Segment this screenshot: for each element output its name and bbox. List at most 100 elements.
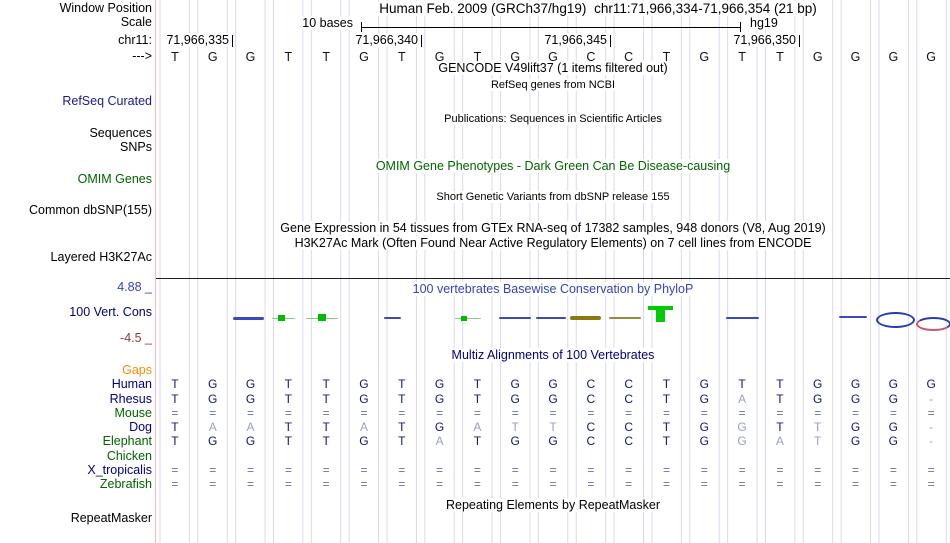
alignment-base: =	[549, 477, 557, 491]
alignment-base: =	[587, 405, 595, 420]
alignment-base: T	[776, 391, 784, 406]
alignment-row-human[interactable]: Human T G G T T G T G T G G C C T G T T G G G G	[0, 377, 950, 391]
track-label-common-dbsnp[interactable]: Common dbSNP(155)	[29, 203, 152, 217]
track-label-layered-h3k27ac[interactable]: Layered H3K27Ac	[50, 250, 152, 264]
alignment-base: =	[662, 477, 670, 491]
alignment-base: =	[360, 477, 368, 491]
species-label[interactable]: Chicken	[106, 448, 152, 463]
track-label-sequences[interactable]: Sequences	[89, 126, 152, 140]
alignment-base: =	[852, 462, 860, 477]
alignment-base: G	[359, 434, 369, 449]
alignment-cells: = = = = = = = = = = = = = = = = = = = = =	[156, 406, 950, 420]
track-title-repeatmasker[interactable]: Repeating Elements by RepeatMasker	[156, 498, 950, 512]
conservation-mark-square	[461, 316, 467, 321]
track-title-multiz[interactable]: Multiz Alignments of 100 Vertebrates	[156, 348, 950, 362]
alignment-base: =	[738, 462, 746, 477]
alignment-base: T	[398, 377, 406, 392]
strand-arrow-label[interactable]: --->	[132, 49, 152, 63]
alignment-base: =	[738, 477, 746, 491]
alignment-base: T	[473, 377, 482, 392]
alignment-base: T	[322, 420, 330, 434]
alignment-base: =	[473, 405, 481, 420]
reference-base: G	[850, 50, 861, 64]
alignment-base: G	[510, 377, 520, 392]
alignment-row-chicken[interactable]: Chicken	[0, 449, 950, 463]
coordinate-label: 71,966,335	[165, 33, 230, 47]
conservation-mark-dash	[455, 318, 481, 319]
alignment-base: T	[284, 391, 293, 406]
reference-base: T	[284, 50, 293, 64]
alignment-base: =	[587, 477, 595, 491]
alignment-row-gaps[interactable]: Gaps	[0, 363, 950, 377]
multiz-alignment-rows: Gaps Human T G G T T G T G T G G C C T G T T G G G G Rhesus T G G T…	[0, 363, 950, 491]
conservation-min-value: -4.5 _	[120, 331, 152, 345]
alignment-row-dog[interactable]: Dog T A A T T A T G A T T C C T G G T T G G -	[0, 420, 950, 434]
track-label-100-vert-cons[interactable]: 100 Vert. Cons	[69, 305, 152, 319]
species-label[interactable]: Dog	[129, 420, 152, 434]
track-title-omim[interactable]: OMIM Gene Phenotypes - Dark Green Can Be…	[156, 159, 950, 173]
alignment-base: =	[814, 477, 822, 491]
alignment-base: G	[245, 391, 256, 406]
species-label[interactable]: X_tropicalis	[87, 462, 152, 477]
alignment-base: A	[775, 434, 784, 449]
track-title-publications[interactable]: Publications: Sequences in Scientific Ar…	[156, 112, 950, 126]
alignment-base: =	[398, 405, 406, 420]
alignment-base: A	[208, 420, 217, 434]
conservation-mark-dash	[536, 317, 566, 319]
alignment-base: G	[699, 420, 709, 434]
alignment-base: =	[852, 405, 860, 420]
alignment-base: =	[247, 405, 255, 420]
track-title-phylop[interactable]: 100 vertebrates Basewise Conservation by…	[156, 282, 950, 296]
track-title-refseq-ncbi[interactable]: RefSeq genes from NCBI	[156, 78, 950, 92]
track-title-gtex[interactable]: Gene Expression in 54 tissues from GTEx …	[156, 221, 950, 235]
reference-base: T	[473, 50, 482, 64]
alignment-row-zebrafish[interactable]: Zebrafish = = = = = = = = = = = = = = = = = = = = =	[0, 477, 950, 491]
species-label[interactable]: Gaps	[122, 363, 152, 377]
species-label[interactable]: Elephant	[102, 434, 152, 449]
alignment-base: =	[814, 462, 822, 477]
reference-base: G	[359, 50, 369, 64]
scale-ruler-line	[361, 27, 740, 28]
track-label-refseq-curated[interactable]: RefSeq Curated	[62, 94, 152, 108]
track-label-omim-genes[interactable]: OMIM Genes	[77, 172, 152, 186]
track-title-gencode[interactable]: GENCODE V49lift37 (1 items filtered out)	[156, 61, 950, 75]
track-title-dbsnp[interactable]: Short Genetic Variants from dbSNP releas…	[156, 190, 950, 204]
reference-base: G	[812, 50, 823, 64]
alignment-base: G	[850, 420, 861, 434]
track-label-repeatmasker[interactable]: RepeatMasker	[70, 511, 152, 525]
species-label[interactable]: Human	[111, 377, 152, 392]
alignment-base: =	[284, 462, 292, 477]
track-label-snps[interactable]: SNPs	[120, 140, 152, 154]
species-label[interactable]: Rhesus	[109, 391, 152, 406]
alignment-base: =	[436, 405, 444, 420]
alignment-row-x_tropicalis[interactable]: X_tropicalis = = = = = = = = = = = = = = = = = = = = =	[0, 463, 950, 477]
alignment-base: T	[171, 391, 179, 406]
conservation-mark-dash	[726, 317, 759, 319]
alignment-base: =	[322, 477, 330, 491]
conservation-mark-square	[318, 314, 326, 321]
alignment-base: =	[511, 477, 519, 491]
alignment-base: =	[398, 462, 406, 477]
assembly-name: hg19	[748, 16, 780, 30]
conservation-track-border	[156, 278, 950, 279]
alignment-row-mouse[interactable]: Mouse = = = = = = = = = = = = = = = = = = = = =	[0, 406, 950, 420]
species-label[interactable]: Zebrafish	[99, 477, 152, 491]
alignment-base: G	[548, 434, 558, 449]
alignment-base: G	[737, 420, 747, 434]
track-title-h3k27ac[interactable]: H3K27Ac Mark (Often Found Near Active Re…	[156, 236, 950, 250]
conservation-mark-ovalrb	[916, 317, 950, 331]
alignment-base: G	[434, 377, 445, 392]
alignment-base: G	[699, 391, 709, 406]
alignment-row-rhesus[interactable]: Rhesus T G G T T G T G T G G C C T G A T G G G -	[0, 392, 950, 406]
alignment-base: C	[586, 420, 596, 434]
alignment-base: T	[738, 377, 746, 392]
alignment-row-elephant[interactable]: Elephant T G G T T G T A T G G C C T G G A T G G -	[0, 434, 950, 448]
alignment-base: =	[322, 462, 330, 477]
scale-ruler-right-tick	[740, 22, 741, 32]
species-label[interactable]: Mouse	[114, 405, 152, 420]
alignment-base: =	[171, 405, 179, 420]
alignment-base: G	[850, 377, 861, 392]
alignment-base: =	[776, 405, 784, 420]
